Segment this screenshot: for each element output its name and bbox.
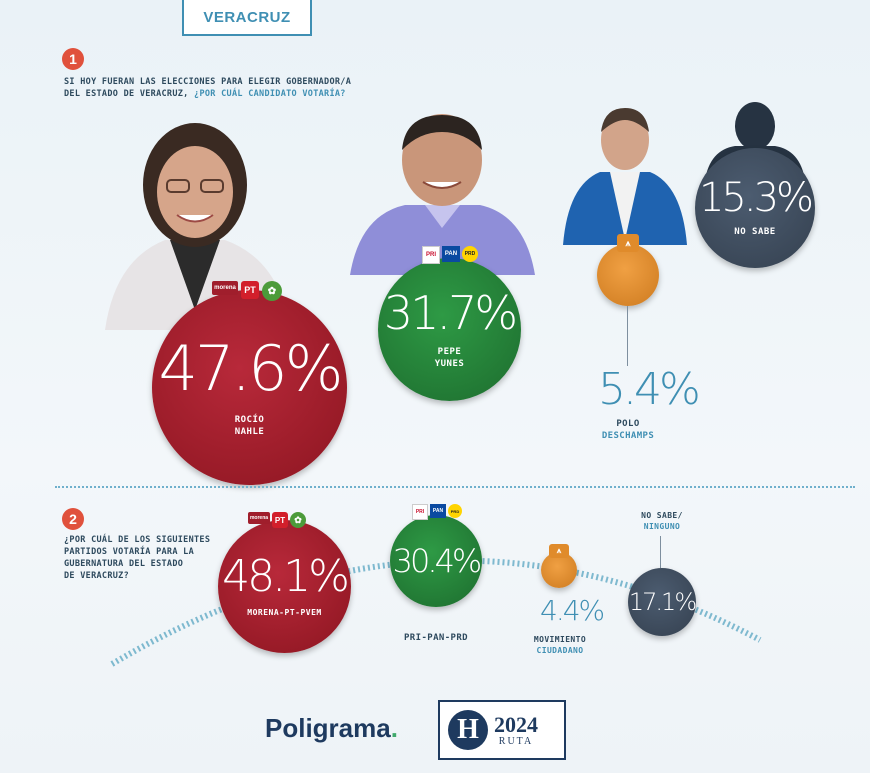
value-label: 47.6% [158,331,344,405]
morena-logo: morena [248,512,270,524]
party-logos-yunes: PRI PAN PRD [422,246,478,264]
value-label: 31.7% [383,285,518,340]
bubble-deschamps [597,244,659,306]
party-name: MORENA-PT-PVEM [247,607,322,617]
prd-logo: PRD [448,504,462,518]
bubble-no-sabe-ninguno: 17.1% [628,568,697,636]
poligrama-wordmark: Poligrama [265,713,391,743]
morena-logo: morena [212,281,238,295]
question-2-text: ¿POR CUÁL DE LOS SIGUIENTES PARTIDOS VOT… [64,534,224,582]
poligrama-dot: . [390,713,398,743]
party-logos-q2-pri: PRI PAN PRD [412,504,462,520]
question-2-number: 2 [62,508,84,530]
candidate-name-line1: ROCÍO [234,414,265,425]
value-label: 15.3% [698,175,814,221]
pri-logo: PRI [422,246,440,264]
category-name-no-sabe-ninguno: NO SABE/ NINGUNO [625,510,699,532]
pan-logo: PAN [430,504,446,518]
state-tab: VERACRUZ [182,0,312,36]
pt-logo: PT [272,512,288,528]
value-label-deschamps: 5.4% [598,364,701,415]
question-1-line2-text: DEL ESTADO DE VERACRUZ, [64,89,189,99]
candidate-name-line1: POLO [616,419,640,429]
value-label-mc: 4.4% [540,594,605,627]
leader-line [660,536,661,568]
pan-logo: PAN [442,246,460,262]
bubble-no-sabe: 15.3% NO SABE [695,148,815,268]
candidate-name-line1: PEPE [437,346,462,357]
value-label: 48.1% [222,550,350,602]
party-name-line2: CIUDADANO [536,646,584,655]
candidate-name-line2: DESCHAMPS [601,431,655,441]
question-2-line: ¿POR CUÁL DE LOS SIGUIENTES [64,535,211,545]
question-2-line: PARTIDOS VOTARÍA PARA LA [64,547,195,557]
question-2-line: DE VERACRUZ? [64,571,130,581]
party-name-pri-pan-prd: PRI-PAN-PRD [403,633,468,643]
category-name: NO SABE [734,227,776,237]
bubble-morena-pt-pvem: 48.1% MORENA-PT-PVEM [218,520,351,653]
prd-logo: PRD [462,246,478,262]
question-1-line2: DEL ESTADO DE VERACRUZ, ¿POR CUÁL CANDID… [64,88,484,100]
heraldo-h-logo: H [448,710,488,750]
party-logos-q2-morena: morena PT ✿ [248,512,306,528]
candidate-name-deschamps: POLO DESCHAMPS [590,418,666,442]
question-1-number: 1 [62,48,84,70]
ruta-word: RUTA [498,735,534,747]
value-label: 17.1% [628,588,697,616]
ruta-2024-mark: 2024 RUTA [494,711,538,747]
candidate-name-line2: YUNES [434,358,465,369]
pvem-logo: ✿ [290,512,306,528]
candidate-photo-yunes [350,114,535,275]
question-1-highlight: ¿POR CUÁL CANDIDATO VOTARÍA? [194,89,346,99]
party-logos-nahle: morena PT ✿ [212,281,282,301]
question-1-line1: SI HOY FUERAN LAS ELECCIONES PARA ELEGIR… [64,77,352,87]
candidate-photo-deschamps [563,108,687,245]
pvem-logo: ✿ [262,281,282,301]
mc-eagle-icon: ⩚ [549,544,569,558]
leader-line [627,306,628,366]
heraldo-ruta-logo: H 2024 RUTA [438,700,566,760]
ruta-year: 2024 [494,711,538,737]
pri-logo: PRI [412,504,428,520]
poligrama-logo: Poligrama. [265,713,398,744]
bubble-yunes: 31.7% PEPE YUNES [378,258,521,401]
category-name-line2: NINGUNO [643,522,681,531]
bubble-mc [541,552,577,588]
candidate-name-line2: NAHLE [234,426,265,437]
party-name-mc: MOVIMIENTO CIUDADANO [515,634,605,656]
question-1-text: SI HOY FUERAN LAS ELECCIONES PARA ELEGIR… [64,76,484,100]
bubble-pri-pan-prd: 30.4% [390,515,482,607]
bubble-nahle: 47.6% ROCÍO NAHLE [152,290,347,485]
party-name-line1: MOVIMIENTO [533,635,587,644]
pt-logo: PT [241,281,259,299]
value-label: 30.4% [392,542,483,580]
mc-eagle-icon: ⩚ [617,234,639,252]
question-2-line: GUBERNATURA DEL ESTADO [64,559,184,569]
category-name-line1: NO SABE/ [641,511,683,520]
section-divider [55,486,855,488]
